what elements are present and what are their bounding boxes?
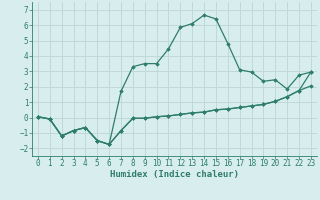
X-axis label: Humidex (Indice chaleur): Humidex (Indice chaleur)	[110, 170, 239, 179]
